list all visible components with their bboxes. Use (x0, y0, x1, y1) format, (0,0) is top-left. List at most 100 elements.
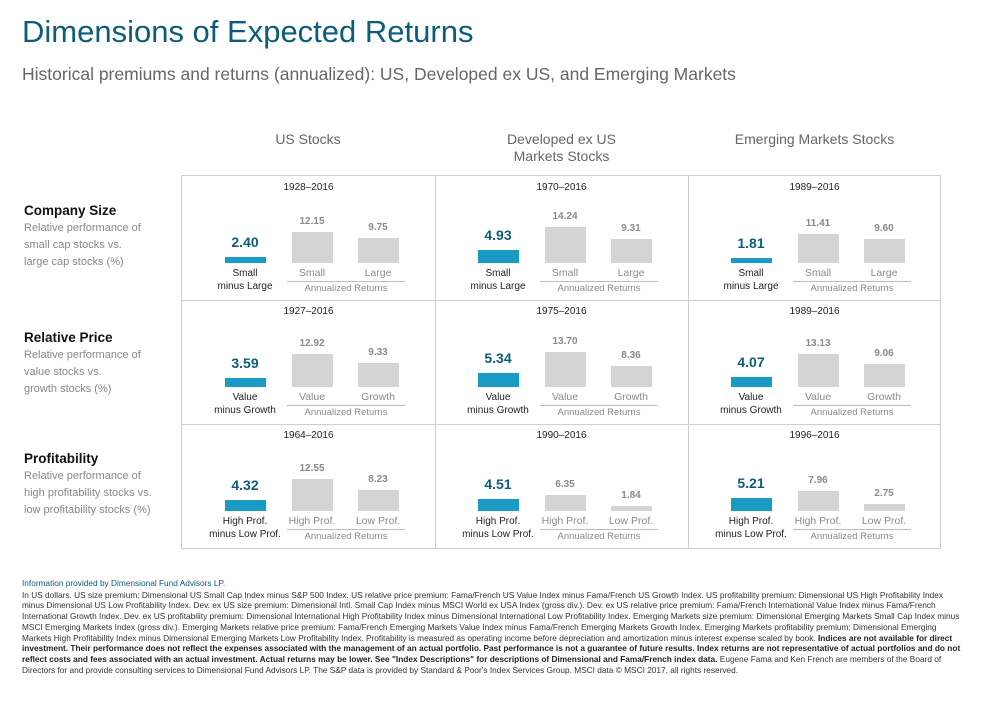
row-desc-line: low profitability stocks (%) (24, 504, 151, 516)
premium-value: 5.34 (484, 350, 512, 367)
premium-label: High Prof. (475, 516, 521, 527)
return-bar-b (358, 238, 399, 263)
premium-value: 3.59 (231, 354, 259, 371)
period-label: 1970–2016 (536, 182, 587, 193)
premium-label: Small (738, 268, 764, 279)
premium-value: 4.93 (484, 227, 512, 244)
premium-value: 1.81 (737, 235, 765, 252)
column-header-line2: Markets Stocks (513, 148, 610, 164)
premium-bar (731, 497, 772, 511)
annualized-returns-label: Annualized Returns (304, 283, 388, 294)
period-label: 1990–2016 (536, 430, 587, 441)
premium-bar (478, 250, 519, 263)
premium-label: Small (232, 268, 258, 279)
return-value-b: 9.60 (874, 222, 894, 234)
footnote-tail: Eugene Fama and Ken French are members o… (22, 653, 942, 675)
return-value-b: 1.84 (621, 490, 641, 502)
return-bar-a (545, 352, 586, 387)
period-label: 1928–2016 (283, 182, 334, 193)
annualized-returns-label: Annualized Returns (557, 531, 641, 542)
return-bar-b (864, 238, 905, 263)
annualized-returns-label: Annualized Returns (304, 407, 388, 418)
return-label-a: Value (551, 391, 579, 403)
premium-label: Value (738, 392, 764, 403)
chart-cell: 1990–2016 4.51 High Prof. minus Low Prof. 6.… (435, 424, 688, 548)
premium-value: 2.40 (231, 233, 259, 250)
return-value-b: 9.75 (368, 222, 388, 234)
premium-value: 4.07 (737, 353, 765, 370)
row-description: Relative performance of value stocks vs.… (24, 347, 179, 398)
premium-label: Value (485, 392, 511, 403)
footnotes: Information provided by Dimensional Fund… (22, 578, 962, 675)
return-value-a: 13.70 (552, 336, 578, 348)
returns-axis-line (540, 281, 658, 282)
premium-label: minus Low Prof. (715, 529, 787, 540)
return-value-b: 9.33 (368, 347, 388, 359)
return-label-b: Large (364, 267, 392, 279)
premium-label: minus Growth (720, 405, 782, 416)
grid-divider (182, 424, 940, 425)
premium-label: minus Low Prof. (209, 529, 281, 540)
return-bar-a (545, 494, 586, 511)
return-label-a: High Prof. (794, 515, 842, 527)
period-label: 1975–2016 (536, 306, 587, 317)
return-value-a: 11.41 (805, 217, 831, 229)
premium-label: minus Growth (467, 405, 529, 416)
grid-divider (182, 300, 940, 301)
annualized-returns-label: Annualized Returns (304, 531, 388, 542)
return-label-b: Growth (614, 391, 648, 403)
premium-label: minus Large (470, 281, 526, 292)
return-label-a: Small (298, 267, 326, 279)
chart-cell: 1964–2016 4.32 High Prof. minus Low Prof. 12… (182, 424, 435, 548)
premium-bar (478, 499, 519, 511)
return-value-b: 8.23 (368, 474, 388, 485)
period-label: 1989–2016 (789, 182, 840, 193)
return-value-b: 8.36 (621, 349, 641, 361)
premium-bar (225, 256, 266, 263)
return-label-b: Low Prof. (861, 515, 907, 527)
chart-cell: 1996–2016 5.21 High Prof. minus Low Prof. 7.… (688, 424, 941, 548)
returns-axis-line (540, 405, 658, 406)
row-header-relative-price: Relative Price Relative performance of v… (24, 330, 179, 398)
return-bar-a (798, 490, 839, 511)
column-header-line2: Emerging Markets Stocks (734, 131, 895, 147)
row-description: Relative performance of high profitabili… (24, 468, 179, 519)
returns-axis-line (287, 281, 405, 282)
returns-axis-line (540, 529, 658, 530)
return-bar-a (798, 233, 839, 263)
footnote-body: In US dollars. US size premium: Dimensio… (22, 590, 962, 676)
return-value-b: 2.75 (874, 487, 894, 499)
annualized-returns-label: Annualized Returns (810, 407, 894, 418)
premium-bar (225, 377, 266, 387)
premium-label: minus Large (723, 281, 779, 292)
return-value-b: 9.31 (621, 223, 641, 235)
premium-label: High Prof. (728, 516, 774, 527)
chart-cell: 1970–2016 4.93 Small minus Large 14.24 9.31 Sm… (435, 176, 688, 300)
annualized-returns-label: Annualized Returns (810, 531, 894, 542)
return-value-a: 7.96 (808, 474, 828, 486)
return-bar-b (358, 490, 399, 511)
row-title: Relative Price (24, 330, 113, 345)
return-value-b: 9.06 (874, 347, 894, 359)
footnote-text: In US dollars. US size premium: Dimensio… (22, 589, 960, 643)
return-label-a: Value (804, 391, 832, 403)
column-header-us: US Stocks (181, 131, 435, 148)
column-header-developed: Developed ex US Markets Stocks (435, 131, 688, 165)
row-header-company-size: Company Size Relative performance of sma… (24, 203, 179, 271)
period-label: 1927–2016 (283, 306, 334, 317)
premium-bar (225, 499, 266, 511)
returns-axis-line (793, 529, 911, 530)
period-label: 1964–2016 (283, 430, 334, 441)
chart-grid: 1928–2016 2.40 Small minus Large 12.15 9.75 Sm… (181, 175, 941, 549)
annualized-returns-label: Annualized Returns (557, 407, 641, 418)
chart-cell: 1989–2016 4.07 Value minus Growth 13.13 9.06 V… (688, 300, 941, 424)
return-value-a: 12.55 (299, 462, 325, 474)
return-value-a: 12.92 (299, 338, 325, 350)
return-label-a: High Prof. (541, 515, 589, 527)
premium-label: High Prof. (222, 516, 268, 527)
return-bar-a (292, 478, 333, 511)
premium-value: 5.21 (737, 474, 765, 491)
row-desc-line: Relative performance of (24, 222, 141, 234)
row-desc-line: Relative performance of (24, 349, 141, 361)
return-bar-b (611, 365, 652, 387)
